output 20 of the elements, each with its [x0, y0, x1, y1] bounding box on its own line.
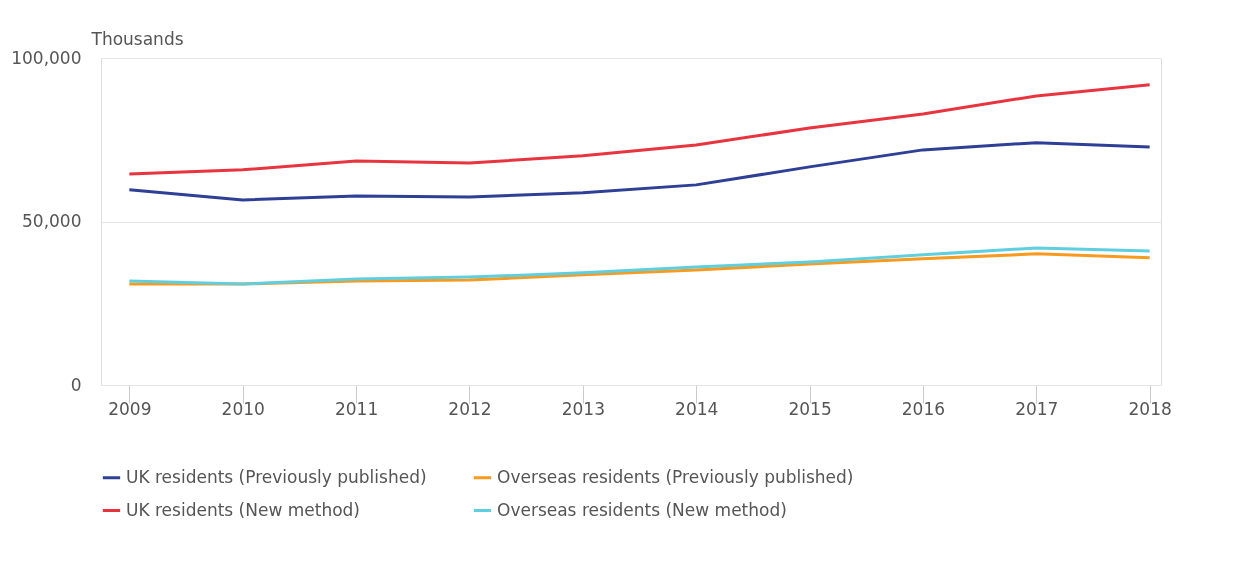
x-tick-label: 2018 [1128, 398, 1172, 419]
x-tick-label: 2013 [561, 398, 605, 419]
legend-label: Overseas residents (Previously published) [497, 466, 854, 487]
y-tick-label: 50,000 [22, 211, 82, 231]
legend-label: UK residents (Previously published) [126, 466, 427, 487]
legend-label: Overseas residents (New method) [497, 499, 787, 520]
line-series [127, 83, 1152, 176]
y-axis-title: Thousands [90, 28, 184, 49]
legend-label: UK residents (New method) [126, 499, 360, 520]
x-tick-label: 2011 [334, 398, 379, 419]
line-series [127, 141, 1152, 202]
y-tick-label: 0 [70, 374, 82, 395]
x-tick-label: 2012 [448, 398, 492, 419]
x-tick-label: 2009 [108, 398, 152, 419]
x-tick-label: 2016 [901, 398, 946, 419]
x-tick-label: 2017 [1015, 398, 1059, 419]
y-tick-label: 100,000 [11, 47, 82, 68]
x-tick-label: 2015 [788, 398, 832, 419]
x-tick-label: 2010 [221, 398, 265, 419]
x-tick-label: 2014 [675, 398, 719, 419]
